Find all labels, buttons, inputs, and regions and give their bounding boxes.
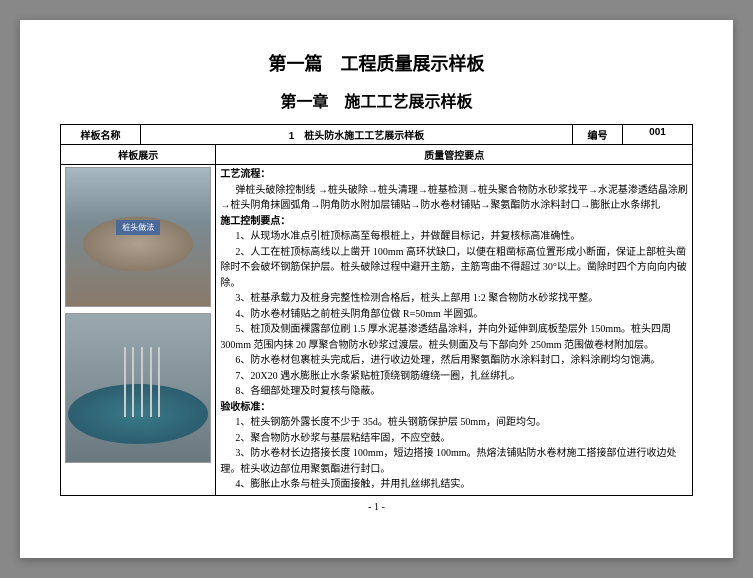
- control-item: 7、20X20 遇水膨胀止水条紧贴桩顶绕钢筋缠绕一圈，扎丝绑扎。: [220, 369, 688, 385]
- name-label: 样板名称: [61, 125, 141, 145]
- acceptance-title: 验收标准：: [220, 402, 270, 413]
- quality-label: 质量管控要点: [216, 145, 693, 165]
- control-title: 施工控制要点：: [220, 216, 290, 227]
- process-title: 工艺流程：: [220, 169, 270, 180]
- code-label: 编号: [573, 125, 623, 145]
- control-item: 1、从现场水准点引桩顶标高至每根桩上，并做醒目标记，并复核标高准确性。: [220, 229, 688, 245]
- sample-table: 样板名称 1 桩头防水施工工艺展示样板 编号 001 样板展示 质量管控要点 桩…: [60, 124, 693, 496]
- document-page: 第一篇 工程质量展示样板 第一章 施工工艺展示样板 样板名称 1 桩头防水施工工…: [20, 20, 733, 558]
- control-item: 8、各细部处理及时复核与隐蔽。: [220, 384, 688, 400]
- image-cell: 桩头做法: [61, 165, 216, 496]
- process-text: 弹桩头破除控制线 →桩头破除→桩头清理→桩基检测→桩头聚合物防水砂浆找平→水泥基…: [220, 183, 688, 214]
- photo-label-1: 桩头做法: [116, 220, 160, 235]
- display-label: 样板展示: [61, 145, 216, 165]
- acceptance-item: 4、膨胀止水条与桩头顶面接触，并用扎丝绑扎结实。: [220, 477, 688, 493]
- control-item: 3、桩基承载力及桩身完整性检测合格后，桩头上部用 1:2 聚合物防水砂浆找平整。: [220, 291, 688, 307]
- chapter-title: 第一章 施工工艺展示样板: [60, 88, 693, 112]
- acceptance-item: 1、桩头钢筋外露长度不少于 35d。桩头钢筋保护层 50mm，间距均匀。: [220, 415, 688, 431]
- control-item: 4、防水卷材铺贴之前桩头阴角部位做 R=50mm 半圆弧。: [220, 307, 688, 323]
- control-item: 6、防水卷材包裹桩头完成后，进行收边处理，然后用聚氨酯防水涂料封口，涂料涂刷均匀…: [220, 353, 688, 369]
- acceptance-item: 3、防水卷材长边搭接长度 100mm，短边搭接 100mm。热熔法铺贴防水卷材施…: [220, 446, 688, 477]
- code-value: 001: [623, 125, 693, 145]
- acceptance-item: 2、聚合物防水砂浆与基层粘结牢固，不应空鼓。: [220, 431, 688, 447]
- control-item: 2、人工在桩顶标高线以上凿开 100mm 高环状缺口，以便在粗凿标高位置形成小断…: [220, 245, 688, 292]
- content-cell: 工艺流程： 弹桩头破除控制线 →桩头破除→桩头清理→桩基检测→桩头聚合物防水砂浆…: [216, 165, 693, 496]
- page-number: - 1 -: [60, 502, 693, 513]
- sample-photo-1: 桩头做法: [65, 167, 211, 307]
- control-item: 5、桩顶及侧面裸露部位刷 1.5 厚水泥基渗透结晶涂料，并向外延伸到底板垫层外 …: [220, 322, 688, 353]
- sample-photo-2: [65, 313, 211, 463]
- name-value: 1 桩头防水施工工艺展示样板: [141, 125, 573, 145]
- part-title: 第一篇 工程质量展示样板: [60, 50, 693, 76]
